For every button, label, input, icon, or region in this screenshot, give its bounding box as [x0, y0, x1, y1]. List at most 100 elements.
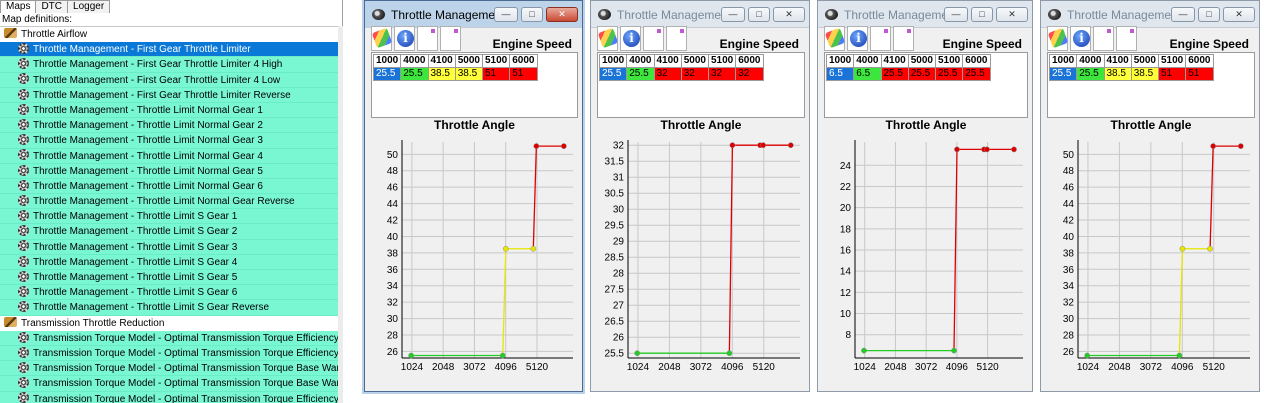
- rpm-header-cell[interactable]: 5000: [907, 54, 937, 68]
- tree-scrollbar[interactable]: [338, 26, 343, 403]
- tree-item[interactable]: Throttle Management - Throttle Limit Nor…: [0, 178, 338, 195]
- tree-item[interactable]: Transmission Torque Model - Optimal Tran…: [0, 391, 338, 403]
- edit-tool-button[interactable]: [597, 25, 619, 51]
- edit-tool-button[interactable]: [1047, 25, 1069, 51]
- rpm-header-cell[interactable]: 1000: [1048, 54, 1078, 68]
- map-value-grid[interactable]: 1000 4000 4100 5000 5100 6000 25.5 25.5 38.5 38.5…: [371, 52, 578, 118]
- map-value-cell[interactable]: 6.5: [853, 67, 882, 81]
- tab-logger[interactable]: Logger: [67, 0, 111, 13]
- tree-item[interactable]: Transmission Torque Model - Optimal Tran…: [0, 330, 338, 346]
- map-value-cell[interactable]: 25.5: [962, 67, 991, 81]
- rpm-header-cell[interactable]: 4100: [427, 54, 456, 68]
- rpm-header-cell[interactable]: 5100: [481, 54, 511, 68]
- map-window-4[interactable]: Throttle Manageme... — □ ✕ i Engine Speed 1000…: [1040, 0, 1260, 392]
- data-point[interactable]: [634, 350, 641, 357]
- data-point[interactable]: [1011, 146, 1017, 153]
- data-point[interactable]: [729, 142, 736, 149]
- tree-item[interactable]: Throttle Management - Throttle Limit S G…: [0, 224, 338, 240]
- rpm-header-cell[interactable]: 5100: [1157, 54, 1187, 68]
- map-value-cell[interactable]: 38.5: [427, 67, 456, 81]
- rpm-header-cell[interactable]: 5100: [707, 54, 737, 68]
- data-point[interactable]: [530, 245, 537, 252]
- tree-item[interactable]: Throttle Management - Throttle Limit S G…: [0, 254, 338, 270]
- data-point[interactable]: [861, 347, 867, 354]
- data-point[interactable]: [1207, 245, 1213, 252]
- page-button-1[interactable]: [1093, 25, 1114, 51]
- window-titlebar[interactable]: Throttle Manageme... — □ ✕: [1041, 1, 1259, 28]
- tree-item[interactable]: Throttle Management - Throttle Limit Nor…: [0, 163, 338, 179]
- rpm-header-cell[interactable]: 5000: [680, 54, 710, 68]
- rpm-header-cell[interactable]: 6000: [735, 54, 764, 68]
- tree-item[interactable]: Throttle Management - Throttle Limit Nor…: [0, 133, 338, 149]
- tree-item[interactable]: Throttle Management - First Gear Throttl…: [0, 42, 338, 58]
- map-window-2[interactable]: Throttle Manageme... — □ ✕ i Engine Speed 1000…: [590, 0, 810, 392]
- data-point[interactable]: [533, 143, 540, 149]
- data-point[interactable]: [408, 352, 415, 359]
- map-value-cell[interactable]: 38.5: [454, 67, 484, 81]
- window-titlebar[interactable]: Throttle Manageme... — □ ✕: [818, 1, 1032, 28]
- map-tree[interactable]: Throttle Airflow Throttle Management - Fi…: [0, 26, 338, 403]
- map-value-cell[interactable]: 38.5: [1103, 67, 1132, 81]
- map-value-cell[interactable]: 51: [1185, 67, 1214, 81]
- rpm-header-cell[interactable]: 1000: [598, 54, 628, 68]
- rpm-header-cell[interactable]: 5100: [934, 54, 964, 68]
- info-button[interactable]: i: [620, 25, 641, 51]
- data-point[interactable]: [502, 245, 509, 252]
- close-button[interactable]: ✕: [546, 7, 578, 22]
- tab-maps[interactable]: Maps: [0, 0, 37, 13]
- map-value-cell[interactable]: 25.5: [934, 67, 964, 81]
- tree-item[interactable]: Transmission Torque Model - Optimal Tran…: [0, 345, 338, 362]
- minimize-button[interactable]: —: [494, 7, 518, 22]
- map-value-cell[interactable]: 51: [1157, 67, 1187, 81]
- data-point[interactable]: [1179, 245, 1186, 252]
- tree-item[interactable]: Throttle Management - Throttle Limit S G…: [0, 209, 338, 225]
- rpm-header-cell[interactable]: 4100: [653, 54, 682, 68]
- close-button[interactable]: ✕: [1223, 7, 1255, 22]
- map-window-3[interactable]: Throttle Manageme... — □ ✕ i Engine Speed 1000…: [817, 0, 1033, 392]
- tree-item[interactable]: Throttle Management - First Gear Throttl…: [0, 57, 338, 73]
- tree-category[interactable]: Transmission Throttle Reduction: [0, 315, 338, 331]
- minimize-button[interactable]: —: [944, 7, 968, 22]
- page-button-1[interactable]: [870, 25, 891, 51]
- rpm-header-cell[interactable]: 4000: [1076, 54, 1105, 68]
- tree-item[interactable]: Throttle Management - Throttle Limit Nor…: [0, 102, 338, 119]
- map-value-cell[interactable]: 38.5: [1130, 67, 1160, 81]
- data-point[interactable]: [1237, 143, 1244, 149]
- map-value-cell[interactable]: 32: [707, 67, 737, 81]
- tree-item[interactable]: Throttle Management - Throttle Limit S G…: [0, 270, 338, 286]
- data-point[interactable]: [560, 143, 567, 149]
- tree-item[interactable]: Throttle Management - First Gear Throttl…: [0, 87, 338, 103]
- rpm-header-cell[interactable]: 6000: [1185, 54, 1214, 68]
- tree-category[interactable]: Throttle Airflow: [0, 27, 338, 43]
- map-value-cell[interactable]: 25.5: [907, 67, 937, 81]
- rpm-header-cell[interactable]: 4100: [1103, 54, 1132, 68]
- tree-item[interactable]: Throttle Management - Throttle Limit S G…: [0, 285, 338, 301]
- minimize-button[interactable]: —: [1171, 7, 1195, 22]
- page-button-2[interactable]: [1116, 25, 1137, 51]
- rpm-header-cell[interactable]: 5000: [454, 54, 484, 68]
- map-value-cell[interactable]: 32: [735, 67, 764, 81]
- window-titlebar[interactable]: Throttle Manageme... — □ ✕: [365, 1, 582, 28]
- close-button[interactable]: ✕: [773, 7, 805, 22]
- rpm-header-cell[interactable]: 5000: [1130, 54, 1160, 68]
- data-point[interactable]: [954, 146, 960, 153]
- map-value-cell[interactable]: 25.5: [372, 67, 402, 81]
- tree-item[interactable]: Throttle Management - Throttle Limit Nor…: [0, 194, 338, 210]
- data-point[interactable]: [1084, 352, 1091, 359]
- map-value-cell[interactable]: 25.5: [880, 67, 909, 81]
- page-button-1[interactable]: [417, 25, 438, 51]
- tree-item[interactable]: Throttle Management - First Gear Throttl…: [0, 72, 338, 88]
- map-value-grid[interactable]: 1000 4000 4100 5000 5100 6000 25.5 25.5 38.5 38.5…: [1047, 52, 1255, 118]
- maximize-button[interactable]: □: [521, 7, 543, 22]
- rpm-header-cell[interactable]: 4100: [880, 54, 909, 68]
- data-point[interactable]: [726, 350, 733, 357]
- info-button[interactable]: i: [847, 25, 868, 51]
- map-value-cell[interactable]: 51: [509, 67, 538, 81]
- page-button-2[interactable]: [666, 25, 687, 51]
- data-point[interactable]: [1176, 352, 1183, 359]
- minimize-button[interactable]: —: [721, 7, 745, 22]
- tree-item[interactable]: Transmission Torque Model - Optimal Tran…: [0, 361, 338, 377]
- data-point[interactable]: [951, 347, 957, 354]
- rpm-header-cell[interactable]: 6000: [962, 54, 991, 68]
- tree-item[interactable]: Throttle Management - Throttle Limit S G…: [0, 300, 338, 316]
